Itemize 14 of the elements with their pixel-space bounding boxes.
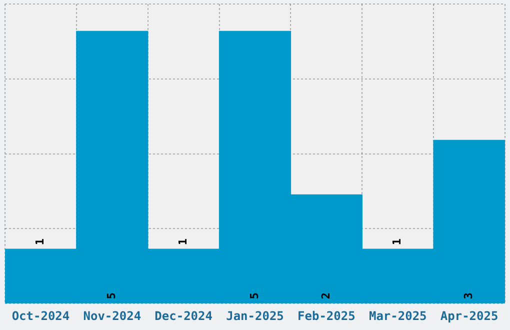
- x-tick-label: Apr-2025: [440, 308, 498, 323]
- x-tick-label: Feb-2025: [298, 308, 356, 323]
- data-label: 5: [105, 292, 118, 300]
- data-label: 5: [248, 292, 261, 300]
- x-tick-label: Oct-2024: [12, 308, 70, 323]
- x-tick-label: Jan-2025: [226, 308, 284, 323]
- x-tick-label: Dec-2024: [154, 308, 212, 323]
- x-tick-label: Mar-2025: [368, 308, 427, 323]
- data-label: 1: [390, 238, 404, 246]
- data-label: 2: [319, 292, 332, 300]
- data-label: 3: [462, 292, 476, 300]
- x-tick-label: Nov-2024: [83, 308, 142, 323]
- data-label: 1: [34, 238, 47, 246]
- data-label: 1: [176, 238, 190, 246]
